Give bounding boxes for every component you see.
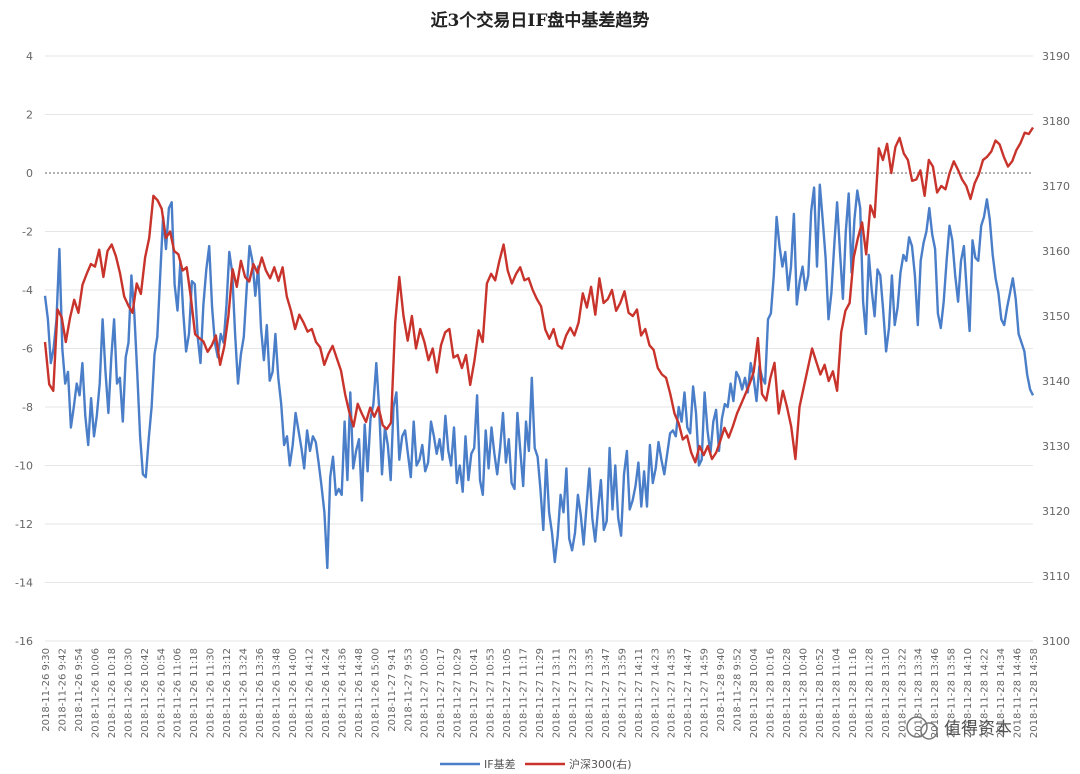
x-tick-label: 2018-11-26 14:12 [305,648,316,738]
x-tick-label: 2018-11-26 13:24 [239,648,250,738]
x-tick-label: 2018-11-27 13:35 [584,648,595,738]
right-y-axis: 3190 3180 3170 3160 3150 3140 3130 3120 3110 3100 [1042,50,1070,648]
if-basis-line [43,183,1035,570]
x-tick-label: 2018-11-28 10:40 [799,648,810,738]
x-tick-label: 2018-11-26 15:00 [370,648,381,738]
x-tick-label: 2018-11-26 10:42 [140,648,151,738]
x-tick-label: 2018-11-27 10:17 [436,648,447,738]
y-right-tick-label: 3140 [1042,375,1070,388]
x-tick-label: 2018-11-27 11:17 [519,648,530,738]
x-tick-label: 2018-11-27 13:23 [568,648,579,738]
x-tick-label: 2018-11-26 11:06 [173,648,184,738]
x-tick-label: 2018-11-27 10:41 [469,648,480,738]
hs300-line [43,126,1035,464]
x-tick-label: 2018-11-26 14:24 [321,648,332,738]
y-left-tick-label: -2 [22,226,33,239]
x-tick-label: 2018-11-26 10:18 [107,648,118,738]
x-tick-label: 2018-11-28 10:52 [815,648,826,738]
x-tick-label: 2018-11-27 14:59 [700,648,711,738]
x-tick-label: 2018-11-28 13:46 [930,648,941,738]
watermark: 值得资本 [906,716,1012,740]
x-tick-label: 2018-11-26 13:12 [222,648,233,738]
x-tick-label: 2018-11-27 14:35 [667,648,678,738]
x-tick-label: 2018-11-28 14:10 [963,648,974,738]
x-tick-label: 2018-11-26 9:54 [74,648,85,732]
y-left-tick-label: -14 [15,577,33,590]
x-tick-label: 2018-11-28 10:16 [766,648,777,738]
y-left-tick-label: -12 [15,518,33,531]
legend: IF基差 沪深300(右) [440,757,632,771]
x-tick-label: 2018-11-27 13:11 [552,648,563,738]
x-tick-label: 2018-11-27 11:29 [535,648,546,738]
x-tick-label: 2018-11-28 11:16 [848,648,859,738]
x-tick-label: 2018-11-28 9:40 [716,648,727,732]
left-y-axis: 4 2 0 -2 -4 -6 -8 -10 -12 -14 -16 [15,50,33,648]
legend-label: 沪深300(右) [569,757,632,771]
series-layer [43,126,1035,570]
x-tick-label: 2018-11-27 14:23 [650,648,661,738]
watermark-logo-icon [906,716,928,738]
watermark-logo-icon [920,722,938,740]
x-tick-label: 2018-11-28 10:28 [782,648,793,738]
x-tick-label: 2018-11-28 13:58 [947,648,958,738]
y-left-tick-label: -6 [22,343,33,356]
y-right-tick-label: 3130 [1042,440,1070,453]
x-tick-label: 2018-11-26 10:06 [90,648,101,738]
x-tick-label: 2018-11-26 14:00 [288,648,299,738]
x-tick-label: 2018-11-27 10:05 [420,648,431,738]
x-tick-label: 2018-11-26 14:48 [354,648,365,738]
y-left-tick-label: -8 [22,401,33,414]
x-tick-label: 2018-11-26 10:30 [123,648,134,738]
x-tick-label: 2018-11-28 9:52 [733,648,744,732]
x-tick-label: 2018-11-26 11:30 [206,648,217,738]
y-left-tick-label: 2 [26,109,33,122]
y-left-tick-label: -10 [15,460,33,473]
y-left-tick-label: -16 [15,635,33,648]
x-tick-label: 2018-11-26 14:36 [337,648,348,738]
x-tick-label: 2018-11-28 14:46 [1013,648,1024,738]
y-right-tick-label: 3170 [1042,180,1070,193]
chart-title: 近3个交易日IF盘中基差趋势 [430,11,650,31]
x-tick-label: 2018-11-27 14:47 [683,648,694,738]
x-axis: 2018-11-26 9:30 2018-11-26 9:42 2018-11-26… [41,648,1040,738]
x-tick-label: 2018-11-27 9:41 [387,648,398,732]
x-tick-label: 2018-11-27 14:11 [634,648,645,738]
x-tick-label: 2018-11-26 11:18 [189,648,200,738]
x-tick-label: 2018-11-27 13:59 [617,648,628,738]
x-tick-label: 2018-11-26 13:48 [272,648,283,738]
x-tick-label: 2018-11-28 13:22 [897,648,908,738]
y-right-tick-label: 3110 [1042,570,1070,583]
x-tick-label: 2018-11-28 14:58 [1029,648,1040,738]
x-tick-label: 2018-11-27 13:47 [601,648,612,738]
x-tick-label: 2018-11-28 11:28 [864,648,875,738]
x-tick-label: 2018-11-27 11:05 [502,648,513,738]
x-tick-label: 2018-11-28 13:10 [881,648,892,738]
legend-label: IF基差 [484,757,516,771]
y-right-tick-label: 3160 [1042,245,1070,258]
x-tick-label: 2018-11-27 10:53 [486,648,497,738]
x-tick-label: 2018-11-28 11:04 [831,648,842,738]
y-right-tick-label: 3100 [1042,635,1070,648]
y-left-tick-label: -4 [22,284,33,297]
x-tick-label: 2018-11-26 10:54 [156,648,167,738]
x-tick-label: 2018-11-26 13:36 [255,648,266,738]
x-tick-label: 2018-11-26 9:30 [41,648,52,732]
y-left-tick-label: 0 [26,167,33,180]
x-tick-label: 2018-11-27 10:29 [453,648,464,738]
x-tick-label: 2018-11-28 14:34 [996,648,1007,738]
x-tick-label: 2018-11-28 10:04 [749,648,760,738]
x-tick-label: 2018-11-27 9:53 [403,648,414,732]
x-tick-label: 2018-11-26 9:42 [58,648,69,732]
x-tick-label: 2018-11-28 13:34 [914,648,925,738]
y-right-tick-label: 3120 [1042,505,1070,518]
x-tick-label: 2018-11-28 14:22 [980,648,991,738]
y-left-tick-label: 4 [26,50,33,63]
y-right-tick-label: 3150 [1042,310,1070,323]
y-right-tick-label: 3190 [1042,50,1070,63]
watermark-text: 值得资本 [944,719,1012,739]
y-right-tick-label: 3180 [1042,115,1070,128]
